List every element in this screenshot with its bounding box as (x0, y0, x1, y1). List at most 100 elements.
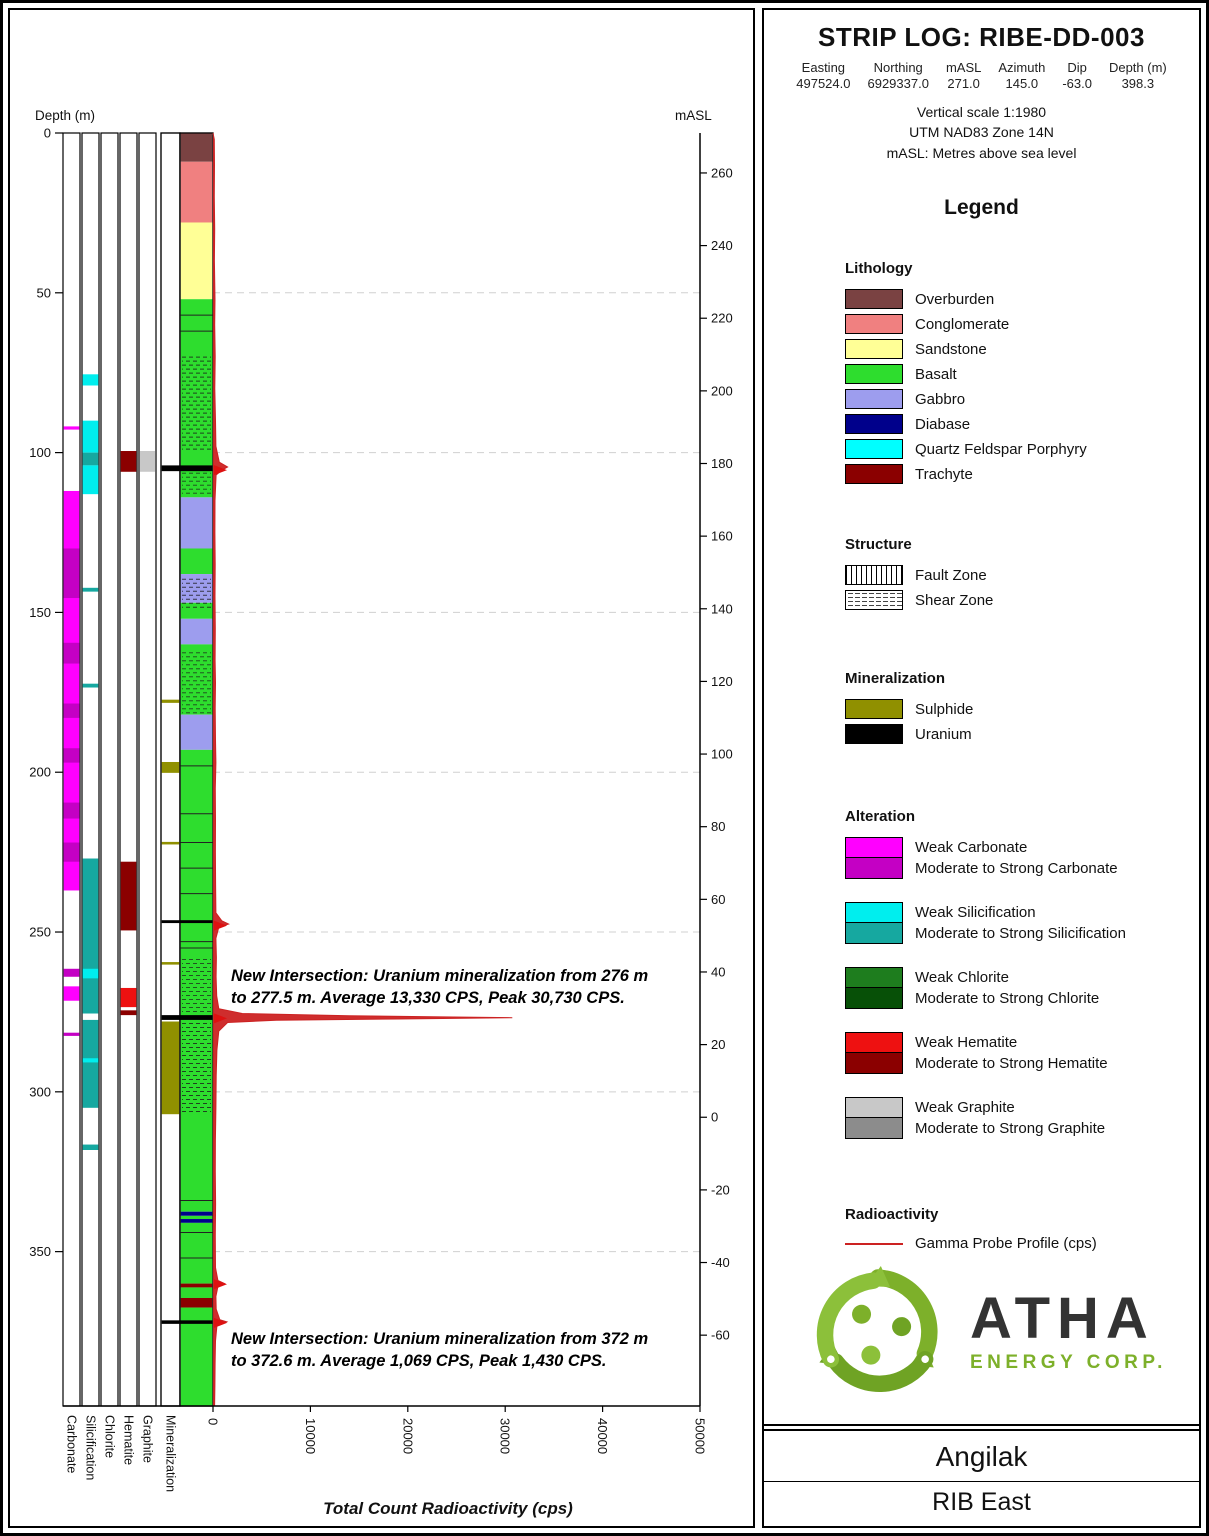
lithology-interval-basalt (180, 299, 213, 498)
legend-lith-gabbro-label: Gabbro (915, 390, 966, 408)
track-label-hematite: Hematite (122, 1415, 136, 1465)
masl-axis-label: mASL (675, 108, 712, 123)
lithology-interval-gabbro (180, 574, 213, 603)
silicification-track (81, 132, 100, 1407)
masl-tick-label: -40 (711, 1255, 730, 1270)
silicification-interval-weak (82, 968, 99, 979)
legend-alt-hematite-weak-swatch (845, 1032, 903, 1053)
legend-min-uranium-swatch (845, 724, 903, 744)
legend-structure-header: Structure (845, 536, 912, 553)
anomaly-marker-arrow (214, 920, 227, 931)
legend-lith-quartz-feldspar-porphyry: Quartz Feldspar Porphyry (845, 439, 1189, 459)
masl-tick-label: 0 (711, 1110, 718, 1125)
carbonate-interval-strong (63, 703, 80, 718)
logo-arm-2 (816, 1266, 891, 1368)
legend-lith-conglomerate: Conglomerate (845, 314, 1189, 334)
brand-text: ATHA ENERGY CORP. (970, 1290, 1167, 1374)
meta-value: 497524.0 (796, 76, 851, 92)
legend-alt-chlorite-weak-swatch (845, 967, 903, 988)
legend-alt-chlorite-strong-label: Moderate to Strong Chlorite (915, 990, 1100, 1007)
legend-alt-carbonate-strong-swatch (845, 858, 903, 879)
masl-tick-label: -60 (711, 1328, 730, 1343)
legend-alt-chlorite-weak-label: Weak Chlorite (915, 969, 1009, 986)
lithology-interval-basalt (180, 644, 213, 715)
legend-alt-hematite-weak-label: Weak Hematite (915, 1034, 1018, 1051)
lithology-interval-basalt (180, 1215, 213, 1220)
meta-value: -63.0 (1062, 76, 1092, 92)
scale-note-utm: UTM NAD83 Zone 14N (909, 124, 1054, 141)
legend-lith-diabase: Diabase (845, 414, 1189, 434)
silicification-interval-weak (82, 1058, 99, 1063)
annotation-line: to 277.5 m. Average 13,330 CPS, Peak 30,… (231, 988, 625, 1007)
strip-log-title: STRIP LOG: RIBE-DD-003 (818, 22, 1145, 52)
legend-section-lithology: Lithology Overburden Conglomerate Sandston… (845, 260, 1189, 489)
masl-tick-label: 80 (711, 819, 725, 834)
legend-structure-items: Fault Zone Shear Zone (845, 565, 1189, 610)
masl-tick-label: 100 (711, 747, 733, 762)
masl-tick-label: 200 (711, 383, 733, 398)
legend-lith-quartz-feldspar-porphyry-swatch (845, 439, 903, 459)
graphite-interval-weak (139, 451, 156, 472)
meta-dip: Dip -63.0 (1062, 60, 1092, 93)
alteration-group-carbonate: Weak Carbonate Moderate to Strong Carbona… (845, 837, 1189, 879)
lithology-interval-gabbro (180, 618, 213, 645)
legend-alt-graphite-strong: Moderate to Strong Graphite (845, 1118, 1189, 1139)
logo-arrowhead (866, 1266, 891, 1288)
lithology-interval-trachyte (180, 1297, 213, 1308)
legend-lithology-items: Overburden Conglomerate Sandstone Basalt Gab… (845, 289, 1189, 484)
legend-min-sulphide: Sulphide (845, 699, 1189, 719)
mineralization-interval-uranium (161, 1320, 213, 1324)
legend-lithology-header: Lithology (845, 260, 913, 277)
legend-lith-sandstone: Sandstone (845, 339, 1189, 359)
legend-mineralization-items: Sulphide Uranium (845, 699, 1189, 744)
legend-section-structure: Structure Fault Zone Shear Zone (845, 536, 1189, 615)
lithology-interval-basalt (180, 1307, 213, 1406)
mineralization-interval-uranium (161, 920, 213, 924)
masl-tick-label: 220 (711, 311, 733, 326)
legend-section-alteration: Alteration Weak Carbonate Moderate to Str… (845, 808, 1189, 1162)
silicification-interval-strong (82, 452, 99, 466)
project-footer: Angilak RIB East (762, 1424, 1201, 1528)
collar-metadata: Easting 497524.0 Northing 6929337.0 mASL 271.… (762, 60, 1201, 93)
masl-tick-label: 60 (711, 892, 725, 907)
logo-dot (827, 1355, 835, 1364)
track-label-silicification: Silicification (84, 1415, 98, 1480)
alteration-group-silicification: Weak Silicification Moderate to Strong Si… (845, 902, 1189, 944)
logo-arc (827, 1351, 934, 1393)
project-name: Angilak (935, 1441, 1028, 1472)
cps-tick-label: 10000 (303, 1418, 318, 1454)
legend-lith-gabbro: Gabbro (845, 389, 1189, 409)
alteration-group-chlorite: Weak Chlorite Moderate to Strong Chlorite (845, 967, 1189, 1009)
anomaly-marker-arrow (214, 1013, 227, 1024)
mineralization-interval-sulphide (161, 699, 180, 703)
mineralization-interval-sulphide (161, 761, 180, 773)
legend-section-mineralization: Mineralization Sulphide Uranium (845, 670, 1189, 749)
carbonate-interval-strong (63, 968, 80, 977)
legend-alt-carbonate-weak-label: Weak Carbonate (915, 839, 1028, 856)
mineralization-interval-uranium (161, 1015, 213, 1020)
meta-value: 6929337.0 (867, 76, 929, 92)
legend-lith-overburden-label: Overburden (915, 290, 995, 308)
logo-arc (816, 1272, 882, 1368)
mineralization-interval-sulphide (161, 962, 180, 965)
carbonate-interval-strong (63, 802, 80, 819)
silicification-interval-weak (82, 374, 99, 386)
legend-lith-overburden: Overburden (845, 289, 1189, 309)
hematite-interval-strong (120, 451, 137, 472)
legend-lith-quartz-feldspar-porphyry-label: Quartz Feldspar Porphyry (915, 440, 1087, 458)
masl-tick-label: 20 (711, 1037, 725, 1052)
carbonate-interval-strong (63, 842, 80, 862)
legend-min-sulphide-swatch (845, 699, 903, 719)
legend-lith-conglomerate-label: Conglomerate (915, 315, 1010, 333)
intersection-annotation-2: New Intersection: Uranium mineralization… (231, 1329, 711, 1373)
cps-tick-label: 50000 (693, 1418, 708, 1454)
legend-alt-carbonate-weak-swatch (845, 837, 903, 858)
atha-logo-icon (816, 1266, 938, 1393)
annotation-line: to 372.6 m. Average 1,069 CPS, Peak 1,43… (231, 1351, 607, 1370)
logo-dot (921, 1355, 929, 1364)
legend-mineralization-header: Mineralization (845, 670, 946, 687)
strip-log-chart: 0501001502002503003502602402202001801601… (29, 126, 733, 1493)
scale-note-vertical: Vertical scale 1:1980 (916, 104, 1047, 120)
lithology-interval-gabbro (180, 714, 213, 750)
depth-tick-label: 150 (29, 605, 51, 620)
